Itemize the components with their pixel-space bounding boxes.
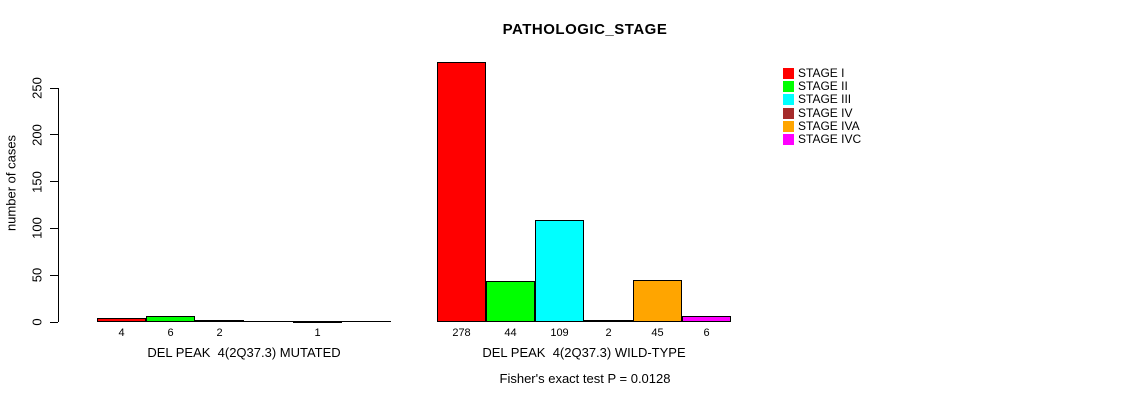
legend-item-stage-iii: STAGE III — [783, 92, 903, 107]
bar-stage-iv-wild-type — [584, 320, 633, 322]
bar-stage-iii-mutated — [195, 320, 244, 322]
y-tick-label: 0 — [29, 318, 45, 326]
y-tick — [50, 274, 58, 276]
bar-value-label: 2 — [605, 327, 612, 339]
y-axis-title: number of cases — [3, 134, 19, 232]
bar-stage-iva-mutated — [293, 321, 342, 323]
legend-label-stage-ii: STAGE II — [798, 79, 848, 94]
legend-swatch-stage-iva — [783, 120, 794, 132]
y-tick-label: 250 — [29, 77, 45, 99]
bar-value-label: 278 — [452, 327, 471, 339]
legend-item-stage-ivc: STAGE IVC — [783, 132, 903, 146]
legend-label-stage-ivc: STAGE IVC — [798, 132, 862, 146]
bar-stage-ivc-wild-type — [682, 316, 731, 322]
bar-value-label: 4 — [118, 327, 125, 339]
legend-item-stage-iv: STAGE IV — [783, 105, 903, 120]
bar-value-label: 109 — [550, 327, 569, 339]
y-tick — [50, 181, 58, 183]
bar-stage-i-mutated — [97, 318, 146, 322]
legend-label-stage-iii: STAGE III — [798, 92, 852, 107]
y-tick — [50, 227, 58, 229]
y-tick-label: 150 — [29, 170, 45, 193]
fisher-test-note: Fisher's exact test P = 0.0128 — [499, 371, 671, 386]
legend-label-stage-iv: STAGE IV — [798, 105, 853, 120]
legend-label-stage-i: STAGE I — [798, 66, 845, 80]
legend-item-stage-ii: STAGE II — [783, 79, 903, 94]
bar-value-label: 6 — [167, 327, 174, 339]
legend-swatch-stage-iii — [783, 94, 794, 106]
legend-label-stage-iva: STAGE IVA — [798, 118, 860, 133]
bar-stage-i-wild-type — [437, 62, 486, 322]
bar-stage-iv-mutated — [244, 321, 293, 322]
legend-swatch-stage-ii — [783, 81, 794, 93]
bar-value-label: 45 — [651, 327, 664, 339]
bar-stage-ii-mutated — [146, 316, 195, 322]
y-tick-label: 100 — [29, 217, 45, 240]
y-tick — [50, 134, 58, 136]
legend-item-stage-iva: STAGE IVA — [783, 118, 903, 133]
y-tick-label: 200 — [29, 123, 45, 146]
legend-item-stage-i: STAGE I — [783, 66, 903, 80]
bar-stage-ivc-mutated — [342, 321, 391, 322]
y-axis-line — [58, 88, 59, 322]
x-group-label-mutated: DEL PEAK 4(2Q37.3) MUTATED — [147, 345, 341, 360]
bar-value-label: 6 — [703, 327, 710, 339]
legend-swatch-stage-i — [783, 68, 794, 79]
y-tick — [50, 321, 58, 323]
bar-value-label: 2 — [216, 327, 223, 339]
bar-value-label: 44 — [504, 327, 517, 339]
y-tick — [50, 87, 58, 89]
legend-swatch-stage-iv — [783, 107, 794, 119]
bar-value-label: 1 — [314, 327, 321, 339]
chart-title: PATHOLOGIC_STAGE — [502, 21, 668, 38]
bar-stage-ii-wild-type — [486, 281, 535, 322]
bar-stage-iva-wild-type — [633, 280, 682, 322]
bar-stage-iii-wild-type — [535, 220, 584, 322]
x-group-label-wild-type: DEL PEAK 4(2Q37.3) WILD-TYPE — [482, 345, 686, 360]
legend-swatch-stage-ivc — [783, 134, 794, 145]
y-tick-label: 50 — [29, 267, 45, 283]
